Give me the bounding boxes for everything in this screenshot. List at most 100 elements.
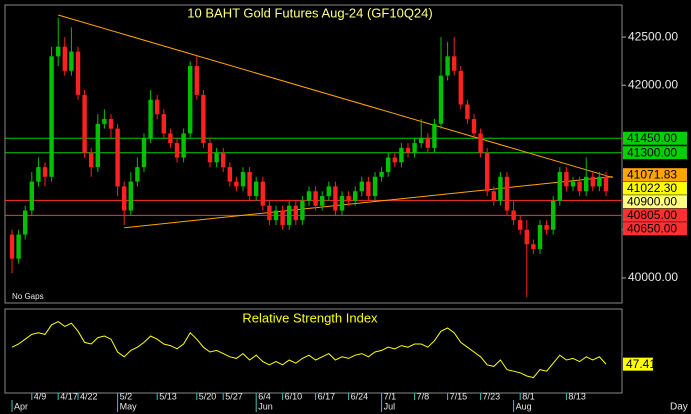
candle-body — [194, 65, 199, 95]
candle-body — [386, 157, 391, 172]
x-tick-label: 6/4 — [258, 391, 271, 401]
candle-body — [405, 147, 411, 153]
candle-body — [9, 234, 15, 259]
candle-body — [419, 138, 424, 144]
x-tick-label: 4/17 — [60, 391, 78, 401]
candle-body — [438, 75, 444, 124]
candle-body — [346, 196, 351, 201]
candle-body — [227, 167, 232, 182]
candle-body — [280, 210, 285, 225]
candle-body — [504, 176, 510, 211]
candle-body — [392, 157, 397, 163]
candle-body — [287, 205, 292, 225]
candle-body — [234, 181, 239, 187]
candle-body — [603, 176, 609, 192]
candle-body — [425, 138, 430, 148]
candle-body — [102, 118, 107, 124]
interval-label: Day — [670, 402, 688, 413]
candle-body — [564, 171, 569, 187]
candle-body — [544, 224, 549, 230]
candle-body — [56, 46, 61, 57]
x-tick-label: 8/13 — [568, 391, 586, 401]
candle-body — [531, 244, 536, 250]
candle-body — [577, 181, 582, 192]
price-box — [623, 222, 687, 236]
candle-body — [498, 176, 503, 201]
price-box-label: 41071.83 — [627, 167, 677, 181]
rsi-panel — [4, 308, 623, 394]
candle-body — [326, 186, 331, 197]
candle-body — [306, 191, 312, 201]
x-tick-label: 6/24 — [351, 391, 369, 401]
price-box-label: 40900.00 — [627, 194, 677, 208]
trendline — [58, 14, 613, 179]
candle-body — [29, 181, 34, 211]
candle-body — [570, 181, 576, 187]
candle-body — [82, 94, 87, 153]
note: No Gaps — [12, 292, 44, 301]
candle-body — [188, 65, 193, 134]
candle-body — [122, 186, 127, 211]
month-label: Apr — [14, 401, 28, 411]
candle-body — [49, 56, 54, 177]
candle-body — [36, 167, 41, 182]
candle-body — [247, 171, 252, 197]
candle-body — [42, 167, 48, 177]
price-panel — [4, 4, 623, 304]
candle-body — [174, 143, 180, 158]
x-tick-label: 5/13 — [159, 391, 177, 401]
rsi-line — [11, 321, 607, 379]
rsi-value-label: 47.41 — [626, 357, 656, 371]
candle-body — [141, 138, 147, 168]
candle-body — [339, 196, 345, 211]
candle-body — [432, 123, 437, 148]
candle-body — [254, 181, 259, 197]
candle-body — [148, 99, 153, 139]
price-box-label: 40650.00 — [627, 221, 677, 235]
candle-body — [168, 133, 173, 144]
candle-body — [181, 133, 186, 158]
candle-body — [399, 147, 404, 163]
candle-body — [412, 143, 417, 153]
candle-body — [584, 176, 589, 192]
candle-body — [221, 152, 226, 168]
candle-body — [300, 200, 305, 221]
y-tick-label: 42000.00 — [628, 77, 678, 91]
price-box — [623, 208, 687, 222]
candle-body — [471, 118, 477, 134]
price-box-label: 41450.00 — [627, 131, 677, 145]
x-tick-label: 7/1 — [384, 391, 397, 401]
candle-body — [458, 70, 463, 105]
price-box — [623, 195, 687, 209]
candle-body — [478, 133, 483, 153]
x-tick-label: 8/1 — [522, 391, 535, 401]
rsi-value-box — [623, 357, 653, 371]
y-tick-label: 40000.00 — [628, 270, 678, 284]
candle-body — [108, 118, 114, 129]
x-tick-label: 6/10 — [285, 391, 303, 401]
price-box — [623, 181, 687, 195]
y-tick-label: 42500.00 — [628, 29, 678, 43]
x-tick-label: 5/20 — [199, 391, 217, 401]
x-tick-label: 4/22 — [80, 391, 98, 401]
candle-body — [75, 51, 81, 95]
price-box-label: 41300.00 — [627, 145, 677, 159]
candle-body — [155, 99, 160, 115]
x-tick-label: 6/17 — [318, 391, 336, 401]
candle-body — [260, 181, 265, 206]
month-label: Aug — [516, 401, 532, 411]
candle-body — [379, 171, 384, 177]
candle-body — [161, 114, 166, 134]
price-box — [623, 131, 687, 145]
month-label: Jun — [258, 401, 273, 411]
trendline — [124, 176, 613, 229]
candle-body — [201, 94, 206, 144]
candle-body — [23, 210, 28, 235]
rsi-title: Relative Strength Index — [242, 310, 378, 325]
candle-body — [115, 128, 120, 187]
candle-body — [333, 186, 338, 211]
x-tick-label: 7/8 — [417, 391, 430, 401]
candle-body — [89, 152, 94, 168]
